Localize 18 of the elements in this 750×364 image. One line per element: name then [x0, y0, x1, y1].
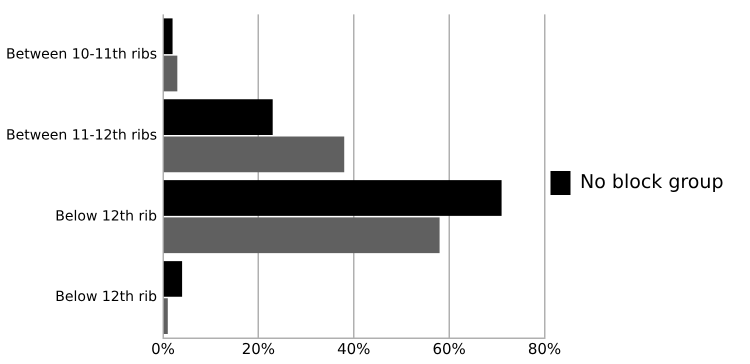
- bar: [164, 18, 173, 54]
- y-tick-label: Between 11-12th ribs: [6, 127, 158, 144]
- bar: [164, 99, 273, 136]
- x-tick-label: 0%: [151, 340, 175, 358]
- bar: [164, 56, 178, 92]
- bar: [164, 217, 440, 254]
- bar: [164, 261, 182, 297]
- y-tick-label: Between 10-11th ribs: [6, 46, 158, 62]
- bar: [164, 180, 502, 216]
- x-tick-label: 20%: [242, 340, 276, 358]
- bar: [164, 136, 344, 172]
- y-tick-label: Below 12th rib: [55, 208, 158, 224]
- bar: [164, 298, 168, 334]
- x-tick-label: 80%: [528, 340, 562, 358]
- x-tick-label: 60%: [432, 340, 466, 358]
- legend-label: No block group: [580, 170, 724, 193]
- y-tick-label: Below 12th rib: [55, 289, 158, 306]
- x-tick-label: 40%: [337, 340, 370, 358]
